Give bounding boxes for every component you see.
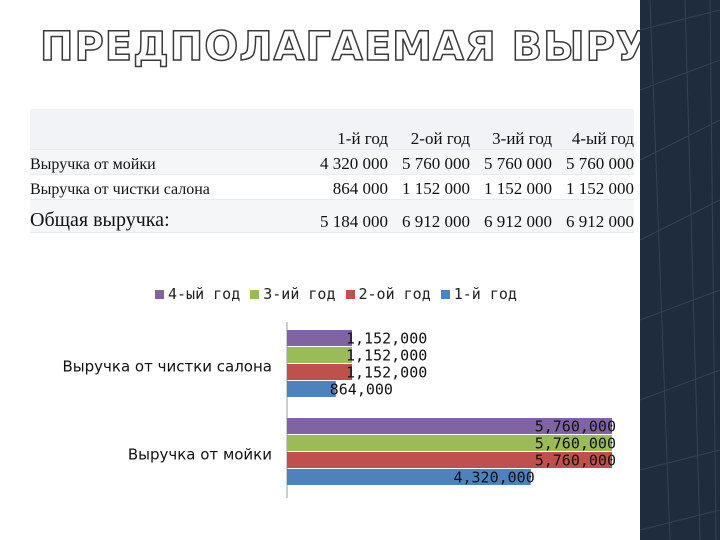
table-cell: 864 000 bbox=[300, 174, 388, 200]
bar bbox=[287, 347, 352, 363]
table-row: Выручка от мойки 4 320 000 5 760 000 5 7… bbox=[30, 149, 634, 175]
table-row: Выручка от чистки салона 864 000 1 152 0… bbox=[30, 174, 634, 200]
bar bbox=[287, 435, 612, 451]
legend-swatch bbox=[250, 289, 260, 299]
header-year-3: 3-ий год bbox=[470, 109, 552, 150]
bar bbox=[287, 330, 352, 346]
bar bbox=[287, 469, 531, 485]
table-cell: 6 912 000 bbox=[470, 199, 552, 233]
table-total-row: Общая выручка: 5 184 000 6 912 000 6 912… bbox=[30, 199, 634, 233]
data-label: 1,152,000 bbox=[346, 330, 427, 348]
header-year-1: 1-й год bbox=[300, 109, 388, 150]
decorative-sidebar bbox=[640, 0, 720, 540]
data-label: 4,320,000 bbox=[453, 469, 534, 487]
table-header-row: 1-й год 2-ой год 3-ий год 4-ый год bbox=[30, 109, 634, 150]
legend-item: 3-ий год bbox=[250, 285, 336, 303]
revenue-table: 1-й год 2-ой год 3-ий год 4-ый год Выруч… bbox=[30, 109, 634, 233]
header-year-4: 4-ый год bbox=[552, 109, 634, 150]
legend-item: 1-й год bbox=[440, 285, 517, 303]
table-cell: 1 152 000 bbox=[388, 174, 470, 200]
bar bbox=[287, 364, 352, 380]
table-cell: 1 152 000 bbox=[470, 174, 552, 200]
table-cell: 5 760 000 bbox=[388, 149, 470, 175]
data-label: 5,760,000 bbox=[535, 435, 616, 453]
data-label: 5,760,000 bbox=[535, 418, 616, 436]
table-cell: 6 912 000 bbox=[552, 199, 634, 233]
slide: ПРЕДПОЛАГАЕМАЯ ВЫРУЧКА 1-й год 2-ой год … bbox=[30, 23, 720, 498]
row-label: Выручка от чистки салона bbox=[30, 174, 300, 200]
table-cell: 5 760 000 bbox=[552, 149, 634, 175]
sidebar-pattern bbox=[640, 0, 720, 540]
data-label: 1,152,000 bbox=[346, 364, 427, 382]
row-label: Общая выручка: bbox=[30, 199, 300, 233]
row-label: Выручка от мойки bbox=[30, 149, 300, 175]
page-title: ПРЕДПОЛАГАЕМАЯ ВЫРУЧКА bbox=[39, 23, 720, 71]
table-cell: 6 912 000 bbox=[388, 199, 470, 233]
table-cell: 5 760 000 bbox=[470, 149, 552, 175]
bar bbox=[287, 418, 612, 434]
table-cell: 5 184 000 bbox=[300, 199, 388, 233]
table-corner-cell bbox=[30, 109, 300, 150]
chart-legend: 4-ый год 3-ий год 2-ой год 1-й год bbox=[155, 284, 527, 304]
legend-label: 2-ой год bbox=[358, 285, 431, 303]
legend-label: 4-ый год bbox=[168, 285, 241, 303]
header-year-2: 2-ой год bbox=[388, 109, 470, 150]
bar bbox=[287, 452, 612, 468]
table-cell: 1 152 000 bbox=[552, 174, 634, 200]
bar-chart: Выручка от чистки салона1,152,0001,152,0… bbox=[63, 322, 616, 498]
legend-item: 2-ой год bbox=[345, 285, 431, 303]
table-cell: 4 320 000 bbox=[300, 149, 388, 175]
bar bbox=[287, 381, 336, 397]
data-label: 864,000 bbox=[330, 381, 393, 399]
legend-label: 1-й год bbox=[453, 285, 517, 303]
legend-swatch bbox=[155, 289, 164, 299]
category-label: Выручка от мойки bbox=[128, 446, 272, 464]
data-label: 5,760,000 bbox=[535, 452, 616, 470]
category-label: Выручка от чистки салона bbox=[63, 358, 272, 376]
legend-swatch bbox=[345, 289, 355, 299]
legend-swatch bbox=[440, 289, 450, 299]
legend-item: 4-ый год bbox=[155, 285, 240, 303]
data-label: 1,152,000 bbox=[346, 347, 427, 365]
legend-label: 3-ий год bbox=[263, 285, 336, 303]
